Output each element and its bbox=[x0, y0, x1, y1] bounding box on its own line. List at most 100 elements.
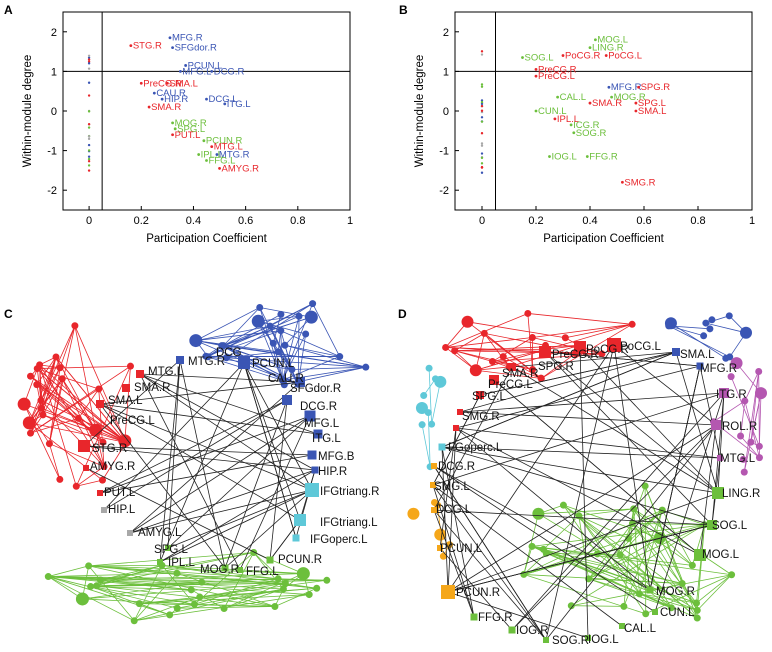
y-tick-label: 0 bbox=[443, 106, 449, 118]
point-label: SFGdor.R bbox=[175, 43, 217, 54]
edge bbox=[312, 303, 341, 357]
hub-node bbox=[157, 559, 163, 565]
green-module-edges bbox=[523, 485, 732, 619]
edge bbox=[427, 412, 431, 467]
zero-pc-point bbox=[480, 104, 484, 108]
edge bbox=[563, 504, 598, 555]
hub-node bbox=[122, 384, 130, 392]
node-label-fgoperc-l: FGoperc.L bbox=[448, 442, 503, 454]
node-label-sma-r: SMA.R bbox=[502, 368, 538, 380]
green-node bbox=[173, 569, 181, 577]
point-label: SOG.L bbox=[525, 53, 554, 64]
edge bbox=[454, 333, 485, 352]
red-node bbox=[480, 329, 488, 337]
edge bbox=[445, 347, 477, 371]
edge bbox=[49, 443, 105, 467]
x-tick-label: 0.2 bbox=[134, 215, 149, 227]
edge bbox=[511, 424, 717, 631]
edge bbox=[88, 552, 254, 567]
zero-pc-point bbox=[87, 135, 91, 138]
hub-node bbox=[307, 450, 317, 460]
node-label-amyg-r: AMYG.R bbox=[90, 461, 135, 473]
green-node bbox=[630, 505, 638, 513]
zero-pc-point bbox=[480, 132, 484, 135]
point-sog-r bbox=[572, 131, 576, 135]
point-ipl-l bbox=[197, 153, 201, 156]
point-label: SPG.R bbox=[641, 82, 671, 93]
point-ffg-l bbox=[205, 159, 208, 162]
point-label: CAU.R bbox=[156, 88, 186, 99]
red-node bbox=[45, 440, 53, 448]
hub-node bbox=[607, 338, 621, 352]
edge bbox=[633, 508, 732, 576]
panel-letter-d: D bbox=[398, 307, 407, 321]
hub-node bbox=[282, 395, 292, 405]
green-node bbox=[93, 582, 101, 590]
purple-node bbox=[737, 432, 745, 440]
edge bbox=[639, 593, 698, 611]
edge bbox=[475, 323, 633, 371]
edge bbox=[258, 315, 300, 322]
zero-pc-point bbox=[87, 110, 91, 113]
hub-node bbox=[652, 609, 658, 615]
edge bbox=[223, 314, 282, 347]
hub-node bbox=[543, 637, 549, 643]
edge bbox=[484, 333, 510, 368]
edge bbox=[433, 509, 713, 526]
zero-pc-point bbox=[87, 58, 91, 61]
blue-node bbox=[204, 353, 212, 361]
edge bbox=[195, 307, 260, 341]
node-label-ifgtriang-r: IFGtriang.R bbox=[320, 486, 379, 498]
zero-pc-point bbox=[480, 142, 484, 145]
node-label-pcun-r: PCUN.R bbox=[456, 587, 500, 599]
hub-node bbox=[83, 465, 89, 471]
edge bbox=[282, 333, 307, 381]
hub-node bbox=[305, 483, 319, 497]
zero-pc-point bbox=[480, 165, 484, 169]
hub-node bbox=[508, 626, 516, 634]
hub-node bbox=[295, 377, 305, 387]
edge bbox=[269, 519, 301, 561]
node-label-dcg-r: DCG.R bbox=[300, 401, 337, 413]
blue-node bbox=[269, 339, 277, 347]
zero-pc-point bbox=[480, 50, 484, 53]
edge bbox=[88, 565, 317, 589]
edge bbox=[433, 465, 656, 613]
purple-node bbox=[741, 397, 749, 405]
node-label-mog-l: MOG.L bbox=[702, 549, 740, 561]
edge bbox=[545, 344, 615, 641]
green-node bbox=[279, 585, 287, 593]
zero-pc-point bbox=[480, 162, 484, 165]
green-node bbox=[728, 571, 736, 579]
hub-node bbox=[294, 514, 306, 526]
node-label-ifgtriang-l: IFGtriang.L bbox=[320, 517, 378, 529]
hub-node bbox=[136, 370, 144, 378]
edge bbox=[571, 605, 624, 607]
zero-pc-point bbox=[87, 157, 91, 161]
edge bbox=[699, 424, 717, 556]
point-mog-l bbox=[594, 38, 597, 42]
hub-node bbox=[101, 507, 107, 513]
red-node bbox=[628, 320, 636, 328]
edge bbox=[479, 351, 677, 396]
point-label: PreCG.R bbox=[538, 64, 577, 75]
point-cau-r bbox=[152, 91, 156, 95]
purple-node bbox=[755, 367, 763, 375]
edge bbox=[100, 564, 163, 581]
hub-node bbox=[437, 545, 443, 551]
edge bbox=[133, 565, 163, 621]
green-node bbox=[641, 482, 649, 490]
hub-node bbox=[707, 520, 717, 530]
node-label-sma-r: SMA.R bbox=[134, 382, 170, 394]
blue-node bbox=[218, 342, 226, 350]
red-node bbox=[98, 476, 106, 484]
edge bbox=[447, 344, 615, 593]
node-label-put-l: PUT.L bbox=[104, 487, 136, 499]
blue-node bbox=[222, 354, 230, 362]
node-label-dcg: DCG bbox=[216, 347, 242, 359]
point-cun-l bbox=[534, 109, 538, 113]
point-sma-l bbox=[165, 81, 169, 85]
green-node bbox=[667, 604, 675, 612]
green-node bbox=[305, 591, 313, 599]
hub-node bbox=[430, 482, 436, 488]
